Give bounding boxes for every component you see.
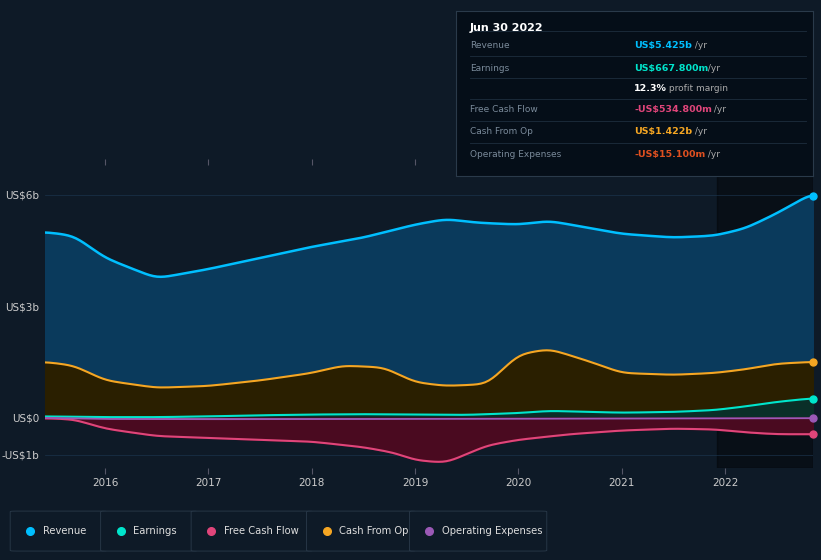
Text: Revenue: Revenue: [470, 40, 510, 50]
Text: Jun 30 2022: Jun 30 2022: [470, 23, 544, 33]
Text: Cash From Op: Cash From Op: [339, 526, 408, 535]
FancyBboxPatch shape: [101, 511, 197, 551]
Text: /yr: /yr: [705, 64, 720, 73]
Text: Operating Expenses: Operating Expenses: [442, 526, 543, 535]
FancyBboxPatch shape: [306, 511, 415, 551]
Text: -US$15.100m: -US$15.100m: [635, 151, 705, 160]
Text: Free Cash Flow: Free Cash Flow: [470, 105, 538, 114]
Text: 12.3%: 12.3%: [635, 85, 667, 94]
Text: US$1.422b: US$1.422b: [635, 127, 692, 136]
FancyBboxPatch shape: [10, 511, 107, 551]
Bar: [717, 165, 813, 468]
Text: Operating Expenses: Operating Expenses: [470, 151, 562, 160]
Text: /yr: /yr: [705, 151, 720, 160]
Text: -US$534.800m: -US$534.800m: [635, 105, 712, 114]
Text: /yr: /yr: [692, 40, 707, 50]
Text: Earnings: Earnings: [470, 64, 509, 73]
FancyBboxPatch shape: [410, 511, 547, 551]
Text: Earnings: Earnings: [133, 526, 177, 535]
Text: profit margin: profit margin: [667, 85, 728, 94]
Text: /yr: /yr: [692, 127, 707, 136]
Text: Free Cash Flow: Free Cash Flow: [223, 526, 298, 535]
Text: Cash From Op: Cash From Op: [470, 127, 533, 136]
Text: Revenue: Revenue: [43, 526, 86, 535]
Text: /yr: /yr: [711, 105, 727, 114]
Text: US$5.425b: US$5.425b: [635, 40, 692, 50]
FancyBboxPatch shape: [191, 511, 313, 551]
Text: US$667.800m: US$667.800m: [635, 64, 709, 73]
